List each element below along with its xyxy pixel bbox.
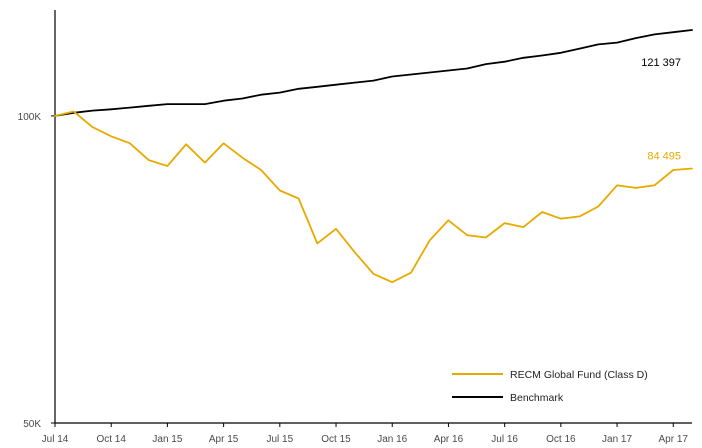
series-line-benchmark bbox=[54, 29, 693, 117]
x-tick-label: Apr 16 bbox=[434, 434, 464, 445]
series-end-label: 84 495 bbox=[647, 151, 681, 163]
series-layer bbox=[54, 29, 693, 284]
x-tick-label: Apr 15 bbox=[209, 434, 239, 445]
end-labels: 84 495 121 397 bbox=[641, 57, 681, 163]
x-tick-label: Oct 15 bbox=[321, 434, 351, 445]
x-tick-label: Jul 14 bbox=[42, 434, 69, 445]
x-tick-label: Oct 14 bbox=[96, 434, 126, 445]
x-ticks: Jul 14 Oct 14 Jan 15 Apr 15 Jul 15 Oct 15 Jan … bbox=[42, 423, 689, 445]
plot-area bbox=[54, 10, 692, 424]
y-tick-label: 50K bbox=[23, 419, 41, 430]
x-tick-label: Oct 16 bbox=[546, 434, 576, 445]
legend-label: Benchmark bbox=[510, 392, 564, 404]
x-tick-label: Jan 16 bbox=[377, 434, 407, 445]
x-tick-label: Jan 17 bbox=[602, 434, 632, 445]
y-tick-label: 100K bbox=[18, 112, 42, 123]
series-end-label: 121 397 bbox=[641, 57, 681, 69]
y-ticks: 100K 50K bbox=[18, 112, 55, 430]
x-tick-label: Apr 17 bbox=[659, 434, 689, 445]
legend-label: RECM Global Fund (Class D) bbox=[510, 369, 648, 381]
series-line-recm-global-fund-class-d bbox=[54, 110, 693, 284]
x-tick-label: Jul 15 bbox=[266, 434, 293, 445]
x-tick-label: Jan 15 bbox=[152, 434, 182, 445]
legend: RECM Global Fund (Class D) Benchmark bbox=[452, 369, 648, 404]
x-tick-label: Jul 16 bbox=[491, 434, 518, 445]
